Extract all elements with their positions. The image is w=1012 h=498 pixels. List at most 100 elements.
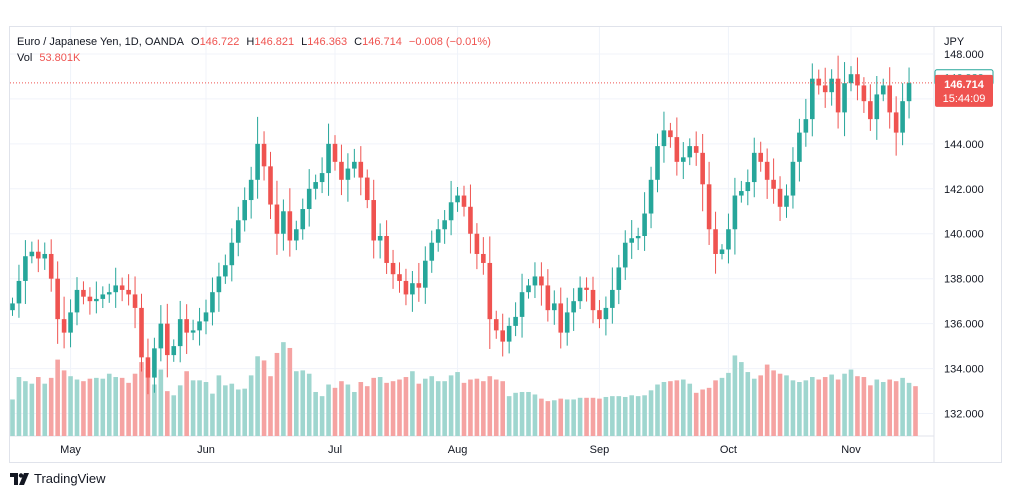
candle[interactable] bbox=[177, 319, 183, 347]
candle[interactable] bbox=[616, 267, 622, 290]
candle[interactable] bbox=[732, 195, 738, 230]
candle[interactable] bbox=[235, 220, 241, 243]
candle[interactable] bbox=[126, 289, 131, 295]
candle[interactable] bbox=[281, 211, 286, 234]
candle[interactable] bbox=[545, 285, 551, 311]
candle[interactable] bbox=[893, 112, 899, 133]
candle[interactable] bbox=[36, 251, 41, 259]
candle[interactable] bbox=[294, 229, 299, 241]
candle[interactable] bbox=[842, 83, 847, 113]
candle[interactable] bbox=[668, 130, 673, 138]
candle[interactable] bbox=[403, 280, 409, 295]
candle[interactable] bbox=[481, 253, 486, 263]
candle[interactable] bbox=[719, 249, 725, 254]
candle[interactable] bbox=[74, 289, 80, 313]
candle[interactable] bbox=[242, 200, 247, 221]
candle[interactable] bbox=[339, 161, 344, 180]
candle[interactable] bbox=[319, 173, 325, 183]
candle[interactable] bbox=[571, 301, 576, 313]
candle[interactable] bbox=[500, 330, 505, 342]
candle[interactable] bbox=[468, 206, 473, 234]
candle[interactable] bbox=[900, 101, 905, 133]
candle[interactable] bbox=[764, 161, 770, 180]
candle[interactable] bbox=[87, 296, 93, 302]
candle[interactable] bbox=[10, 303, 15, 311]
candle[interactable] bbox=[816, 78, 822, 86]
candle[interactable] bbox=[390, 262, 396, 275]
candle[interactable] bbox=[165, 323, 170, 356]
candle[interactable] bbox=[113, 285, 118, 293]
candle[interactable] bbox=[745, 182, 751, 192]
candle[interactable] bbox=[519, 292, 525, 317]
candle[interactable] bbox=[868, 101, 873, 120]
candle[interactable] bbox=[790, 161, 796, 196]
candle[interactable] bbox=[55, 278, 60, 320]
candle[interactable] bbox=[287, 211, 293, 241]
candle[interactable] bbox=[48, 253, 54, 279]
candle[interactable] bbox=[384, 235, 389, 263]
candle[interactable] bbox=[158, 323, 164, 349]
candle[interactable] bbox=[306, 188, 312, 210]
candle[interactable] bbox=[61, 319, 67, 333]
candle[interactable] bbox=[184, 319, 189, 333]
candle[interactable] bbox=[203, 312, 209, 322]
candle[interactable] bbox=[487, 262, 493, 320]
candle[interactable] bbox=[255, 143, 260, 180]
candle[interactable] bbox=[68, 312, 73, 333]
candle[interactable] bbox=[364, 177, 370, 201]
candle[interactable] bbox=[590, 289, 596, 311]
candle[interactable] bbox=[119, 285, 125, 290]
candle[interactable] bbox=[223, 265, 228, 277]
candle[interactable] bbox=[810, 78, 815, 120]
candle[interactable] bbox=[435, 229, 441, 243]
candle[interactable] bbox=[848, 74, 854, 84]
candle[interactable] bbox=[603, 307, 609, 320]
candle[interactable] bbox=[171, 346, 177, 356]
candle[interactable] bbox=[558, 303, 564, 333]
candle[interactable] bbox=[345, 168, 351, 180]
candle[interactable] bbox=[539, 276, 544, 286]
candle[interactable] bbox=[274, 204, 280, 234]
candle[interactable] bbox=[681, 157, 686, 162]
candle[interactable] bbox=[693, 146, 699, 153]
candle[interactable] bbox=[784, 195, 789, 207]
candle[interactable] bbox=[564, 312, 570, 333]
candle[interactable] bbox=[506, 325, 512, 342]
candle[interactable] bbox=[855, 74, 860, 86]
candle[interactable] bbox=[326, 143, 331, 174]
candle[interactable] bbox=[423, 260, 428, 288]
candle[interactable] bbox=[448, 202, 454, 221]
candle[interactable] bbox=[635, 235, 641, 239]
candle[interactable] bbox=[268, 166, 273, 205]
candle[interactable] bbox=[906, 82, 912, 102]
candle[interactable] bbox=[739, 191, 744, 196]
candle[interactable] bbox=[797, 132, 802, 162]
candle[interactable] bbox=[687, 146, 693, 158]
candle[interactable] bbox=[358, 161, 364, 178]
candle[interactable] bbox=[145, 357, 151, 378]
candle[interactable] bbox=[16, 280, 22, 304]
candle[interactable] bbox=[29, 251, 35, 257]
candle[interactable] bbox=[835, 78, 841, 113]
candle[interactable] bbox=[371, 200, 376, 241]
candle[interactable] bbox=[887, 85, 892, 113]
candle[interactable] bbox=[642, 213, 647, 236]
candle[interactable] bbox=[100, 294, 106, 299]
candle[interactable] bbox=[261, 143, 267, 167]
candle[interactable] bbox=[726, 229, 731, 250]
tradingview-logo[interactable]: TradingView bbox=[10, 471, 106, 486]
candle[interactable] bbox=[106, 292, 112, 295]
candle[interactable] bbox=[152, 348, 157, 378]
candle[interactable] bbox=[526, 285, 531, 293]
candle[interactable] bbox=[410, 283, 415, 295]
candle[interactable] bbox=[332, 143, 338, 162]
candle[interactable] bbox=[81, 289, 86, 297]
candle[interactable] bbox=[532, 276, 538, 286]
candle[interactable] bbox=[23, 256, 28, 281]
candle[interactable] bbox=[655, 146, 660, 180]
candle[interactable] bbox=[42, 253, 48, 259]
candle[interactable] bbox=[706, 184, 712, 230]
candle[interactable] bbox=[197, 321, 202, 331]
candle[interactable] bbox=[700, 152, 705, 185]
